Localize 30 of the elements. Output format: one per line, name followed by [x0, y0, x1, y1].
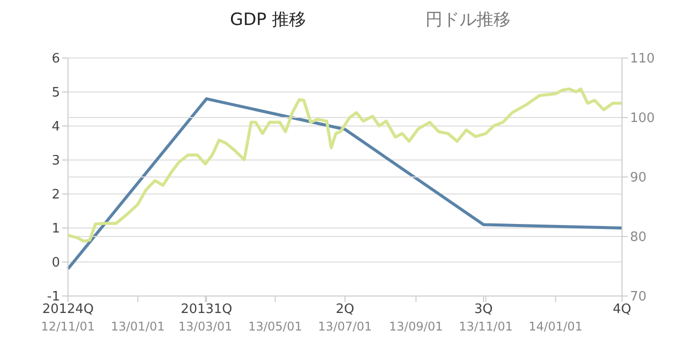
- x-tick-label: 13/07/01: [318, 320, 372, 334]
- x-tick-label: 4Q: [612, 302, 632, 318]
- x-tick-label: 13/03/01: [178, 320, 232, 334]
- x-tick-label: 20131Q: [180, 302, 232, 318]
- chart-title: GDP 推移: [229, 9, 307, 31]
- y-tick-label: -1: [47, 290, 60, 305]
- y-tick-label: 2: [52, 188, 60, 203]
- y-tick-label: 110: [630, 52, 655, 67]
- x-tick-label: 3Q: [474, 302, 493, 318]
- y-tick-label: 90: [630, 170, 647, 186]
- x-tick-label: 13/01/01: [110, 320, 165, 334]
- y-tick-label: 0: [52, 256, 60, 271]
- x-tick-label: 13/05/01: [248, 320, 302, 334]
- x-tick-label: 13/11/01: [458, 320, 513, 334]
- y-tick-label: 70: [630, 290, 647, 305]
- y-tick-label: 80: [630, 230, 647, 246]
- chart-title: 円ドル推移: [424, 9, 512, 31]
- y-tick-label: 100: [630, 111, 655, 126]
- y-tick-label: 1: [52, 222, 60, 237]
- y-tick-label: 5: [52, 86, 60, 101]
- x-tick-label: 14/01/01: [528, 320, 583, 334]
- y-tick-label: 6: [52, 52, 60, 67]
- x-tick-label: 2Q: [336, 302, 354, 318]
- line-series: [66, 97, 624, 270]
- x-tick-label: 20124Q: [42, 302, 94, 318]
- line-series: [68, 87, 622, 243]
- y-tick-label: 4: [52, 120, 60, 135]
- y-tick-label: 3: [52, 154, 60, 169]
- x-tick-label: 12/11/01: [41, 320, 95, 334]
- x-tick-label: 13/09/01: [389, 320, 443, 334]
